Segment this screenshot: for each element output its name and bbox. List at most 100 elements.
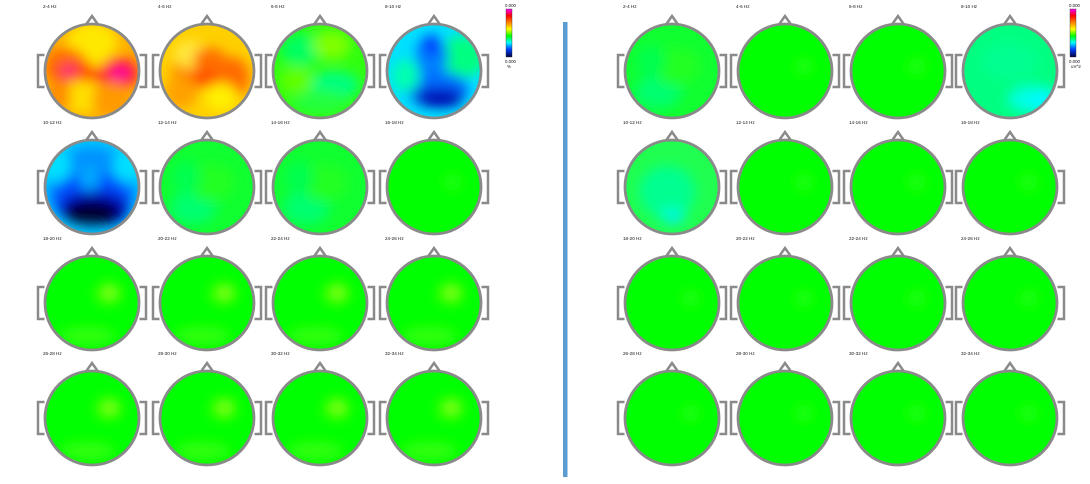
nose-outline (312, 360, 328, 373)
scalp-color-map (851, 256, 945, 350)
scalp-color-map (963, 256, 1057, 350)
topomap: 32-34 Hz (954, 351, 1066, 467)
head-outline (271, 138, 369, 236)
frequency-band-label: 14-16 Hz (271, 120, 290, 125)
frequency-band-label: 18-20 Hz (623, 236, 642, 241)
colorbar: 0.000 0.000% (505, 3, 517, 69)
right-ear-outline (832, 285, 841, 321)
frequency-band-label: 26-28 Hz (43, 351, 62, 356)
nose-outline (777, 245, 793, 258)
topomap: 24-26 Hz (378, 236, 490, 352)
topomap: 12-14 Hz (151, 120, 263, 236)
colorbar-unit-label: % (507, 64, 511, 69)
topomap: 12-14 Hz (729, 120, 841, 236)
frequency-band-label: 12-14 Hz (158, 120, 177, 125)
nose-outline (890, 129, 906, 142)
left-ear-outline (264, 169, 273, 205)
head-outline (849, 138, 947, 236)
topomap: 32-34 Hz (378, 351, 490, 467)
frequency-band-label: 4-6 Hz (158, 4, 172, 9)
right-ear-outline (481, 400, 490, 436)
frequency-band-label: 8-10 Hz (385, 4, 402, 9)
frequency-band-label: 12-14 Hz (736, 120, 755, 125)
right-ear-outline (139, 400, 148, 436)
scalp-color-map (625, 140, 719, 234)
head-outline (623, 138, 721, 236)
nose-outline (84, 360, 100, 373)
scalp-color-map (625, 371, 719, 465)
frequency-band-label: 24-26 Hz (385, 236, 404, 241)
left-ear-outline (954, 285, 963, 321)
left-ear-outline (729, 285, 738, 321)
right-ear-outline (367, 400, 376, 436)
topomap: 14-16 Hz (264, 120, 376, 236)
left-ear-outline (151, 400, 160, 436)
head-outline (271, 369, 369, 467)
head-outline (736, 369, 834, 467)
nose-outline (664, 129, 680, 142)
head-outline (385, 138, 483, 236)
nose-outline (1002, 245, 1018, 258)
head-outline (736, 22, 834, 120)
scalp-color-map (45, 256, 139, 350)
topomap: 6-8 Hz (264, 4, 376, 120)
right-ear-outline (481, 285, 490, 321)
left-ear-outline (378, 400, 387, 436)
right-ear-outline (254, 53, 263, 89)
left-ear-outline (954, 400, 963, 436)
right-ear-outline (481, 169, 490, 205)
frequency-band-label: 14-16 Hz (849, 120, 868, 125)
nose-outline (777, 13, 793, 26)
right-ear-outline (832, 169, 841, 205)
scalp-color-map (160, 256, 254, 350)
left-ear-outline (729, 400, 738, 436)
head-outline (623, 22, 721, 120)
nose-outline (426, 245, 442, 258)
frequency-band-label: 32-34 Hz (961, 351, 980, 356)
frequency-band-label: 30-32 Hz (271, 351, 290, 356)
head-outline (961, 22, 1059, 120)
left-ear-outline (151, 169, 160, 205)
scalp-color-map (738, 256, 832, 350)
scalp-color-map (851, 24, 945, 118)
scalp-color-map (45, 371, 139, 465)
nose-outline (312, 13, 328, 26)
topomap: 16-18 Hz (378, 120, 490, 236)
head-outline (158, 22, 256, 120)
left-ear-outline (954, 53, 963, 89)
topomap: 18-20 Hz (36, 236, 148, 352)
scalp-color-map (851, 371, 945, 465)
head-outline (623, 369, 721, 467)
right-ear-outline (719, 169, 728, 205)
colorbar-min-label: 0.000 (1069, 59, 1081, 64)
topomap: 30-32 Hz (842, 351, 954, 467)
scalp-color-map (273, 140, 367, 234)
topomap: 28-30 Hz (729, 351, 841, 467)
scalp-color-map (625, 24, 719, 118)
scalp-color-map (963, 24, 1057, 118)
right-ear-outline (832, 53, 841, 89)
scalp-color-map (387, 24, 481, 118)
head-outline (43, 369, 141, 467)
scalp-color-map (387, 140, 481, 234)
topomap: 16-18 Hz (954, 120, 1066, 236)
nose-outline (890, 13, 906, 26)
topomap: 2-4 Hz (616, 4, 728, 120)
topomap: 30-32 Hz (264, 351, 376, 467)
left-ear-outline (264, 53, 273, 89)
left-ear-outline (954, 169, 963, 205)
left-ear-outline (842, 53, 851, 89)
topomap: 8-10 Hz (378, 4, 490, 120)
head-outline (385, 22, 483, 120)
right-ear-outline (945, 53, 954, 89)
scalp-color-map (625, 256, 719, 350)
frequency-band-label: 22-24 Hz (849, 236, 868, 241)
topomap: 18-20 Hz (616, 236, 728, 352)
scalp-color-map (963, 371, 1057, 465)
nose-outline (426, 13, 442, 26)
right-ear-outline (1057, 169, 1066, 205)
frequency-band-label: 20-22 Hz (158, 236, 177, 241)
left-ear-outline (616, 400, 625, 436)
